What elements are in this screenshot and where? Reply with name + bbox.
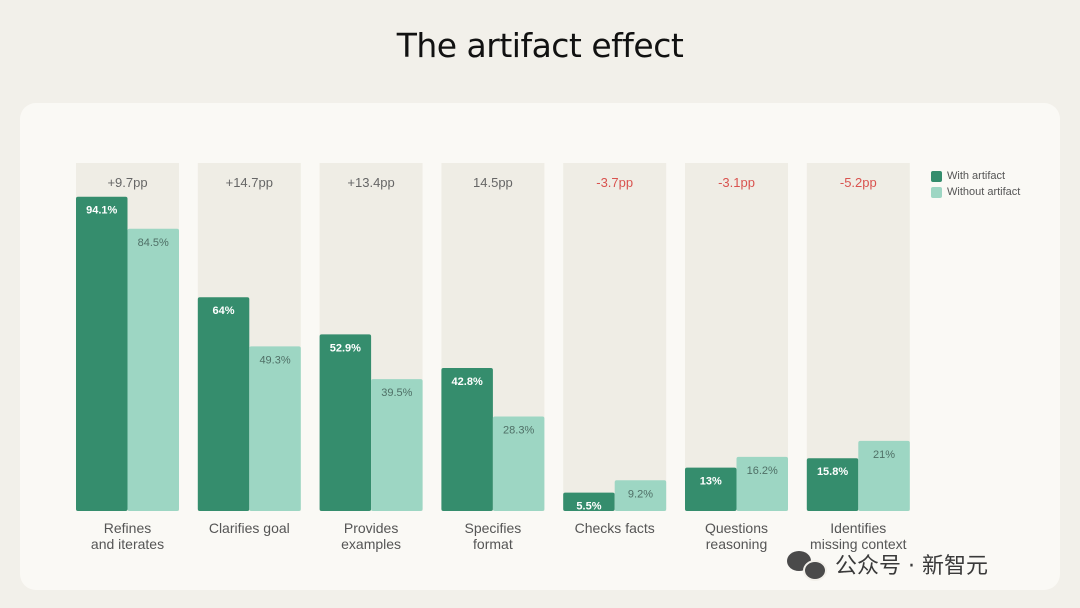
chart-title: The artifact effect bbox=[396, 26, 684, 65]
category-label-2-line-1: Clarifies goal bbox=[209, 520, 290, 536]
bar-without-3 bbox=[371, 379, 423, 511]
value-label-with-6: 13% bbox=[700, 476, 722, 488]
legend-swatch-with bbox=[931, 170, 942, 182]
bar-with-1 bbox=[76, 196, 128, 511]
delta-label-4: 14.5pp bbox=[473, 175, 513, 190]
group-panel-6 bbox=[685, 163, 788, 511]
delta-label-6: -3.1pp bbox=[718, 175, 755, 190]
bar-without-1 bbox=[127, 228, 179, 511]
value-label-without-2: 49.3% bbox=[259, 354, 290, 366]
category-label-3-line-1: Provides bbox=[344, 520, 398, 536]
value-label-with-4: 42.8% bbox=[452, 376, 483, 388]
legend-item-with: With artifact bbox=[931, 168, 1020, 184]
delta-label-3: +13.4pp bbox=[347, 175, 394, 190]
bar-with-5 bbox=[563, 492, 615, 511]
legend-label-without: Without artifact bbox=[947, 186, 1021, 198]
wechat-icon bbox=[787, 549, 827, 581]
watermark: 公众号 · 新智元 bbox=[787, 548, 988, 581]
bar-without-6 bbox=[736, 456, 788, 511]
group-panel-5 bbox=[563, 163, 667, 511]
value-label-without-7: 21% bbox=[873, 449, 895, 461]
value-label-without-5: 9.2% bbox=[628, 488, 653, 500]
value-label-with-1: 94.1% bbox=[86, 205, 117, 217]
bar-without-7 bbox=[858, 440, 910, 511]
category-label-1-line-2: and iterates bbox=[91, 536, 164, 552]
value-label-without-6: 16.2% bbox=[747, 465, 778, 477]
delta-label-2: +14.7pp bbox=[226, 175, 273, 190]
delta-label-5: -3.7pp bbox=[596, 175, 633, 190]
category-label-4-line-2: format bbox=[473, 536, 513, 552]
value-label-without-3: 39.5% bbox=[381, 387, 412, 399]
value-label-with-2: 64% bbox=[213, 305, 235, 317]
watermark-text: 公众号 · 新智元 bbox=[835, 554, 988, 579]
bar-with-6 bbox=[685, 467, 737, 511]
category-label-6-line-2: reasoning bbox=[706, 536, 768, 552]
delta-label-1: +9.7pp bbox=[107, 175, 147, 190]
legend-swatch-without bbox=[931, 186, 942, 198]
bar-with-2 bbox=[197, 297, 250, 511]
category-label-5-line-1: Checks facts bbox=[575, 520, 655, 536]
value-label-without-1: 84.5% bbox=[138, 237, 169, 249]
bar-without-4 bbox=[492, 416, 545, 511]
category-label-3-line-2: examples bbox=[341, 536, 401, 552]
value-label-with-5: 5.5% bbox=[576, 501, 601, 513]
category-label-4-line-1: Specifies bbox=[464, 520, 521, 536]
category-label-7-line-1: Identifies bbox=[830, 520, 886, 536]
category-label-7-line-2: missing context bbox=[810, 536, 907, 552]
bar-with-7 bbox=[806, 458, 859, 511]
legend-item-without: Without artifact bbox=[931, 184, 1020, 200]
delta-label-7: -5.2pp bbox=[840, 175, 877, 190]
legend-label-with: With artifact bbox=[947, 170, 1006, 182]
value-label-with-3: 52.9% bbox=[330, 342, 361, 354]
bar-with-3 bbox=[319, 334, 372, 511]
bar-without-2 bbox=[249, 346, 301, 511]
category-label-6-line-1: Questions bbox=[705, 520, 768, 536]
bar-without-5 bbox=[614, 480, 667, 511]
value-label-with-7: 15.8% bbox=[817, 466, 848, 478]
bar-with-4 bbox=[441, 368, 493, 511]
value-label-without-4: 28.3% bbox=[503, 424, 534, 436]
category-label-1-line-1: Refines bbox=[104, 520, 151, 536]
legend: With artifact Without artifact bbox=[931, 168, 1020, 200]
